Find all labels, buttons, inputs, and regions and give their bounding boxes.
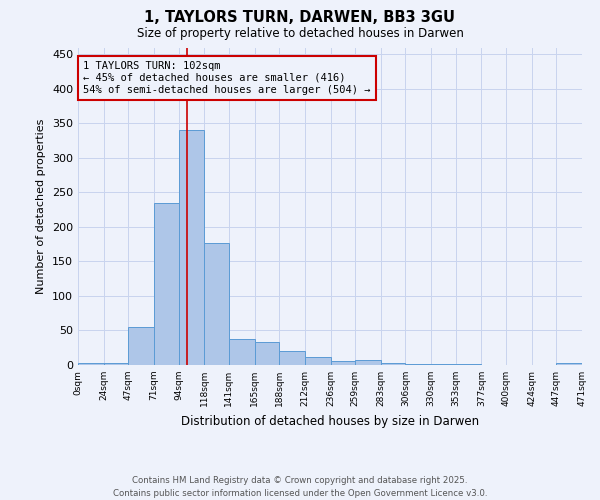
Bar <box>279 351 305 365</box>
Bar <box>431 364 456 365</box>
Text: 1, TAYLORS TURN, DARWEN, BB3 3GU: 1, TAYLORS TURN, DARWEN, BB3 3GU <box>145 10 455 25</box>
Text: Size of property relative to detached houses in Darwen: Size of property relative to detached ho… <box>137 28 463 40</box>
Y-axis label: Number of detached properties: Number of detached properties <box>37 118 46 294</box>
Bar <box>78 363 104 365</box>
Bar <box>406 364 431 365</box>
Bar <box>204 243 229 365</box>
Text: Contains HM Land Registry data © Crown copyright and database right 2025.
Contai: Contains HM Land Registry data © Crown c… <box>113 476 487 498</box>
Bar <box>355 360 381 365</box>
Bar <box>154 203 179 365</box>
Bar <box>381 363 406 365</box>
Bar <box>254 342 279 365</box>
Bar <box>331 361 355 365</box>
Bar <box>104 363 128 365</box>
Bar <box>128 327 154 365</box>
Bar <box>179 130 204 365</box>
X-axis label: Distribution of detached houses by size in Darwen: Distribution of detached houses by size … <box>181 414 479 428</box>
Bar <box>456 364 481 365</box>
Bar <box>556 363 582 365</box>
Bar <box>305 356 331 365</box>
Text: 1 TAYLORS TURN: 102sqm
← 45% of detached houses are smaller (416)
54% of semi-de: 1 TAYLORS TURN: 102sqm ← 45% of detached… <box>83 62 371 94</box>
Bar <box>229 340 254 365</box>
